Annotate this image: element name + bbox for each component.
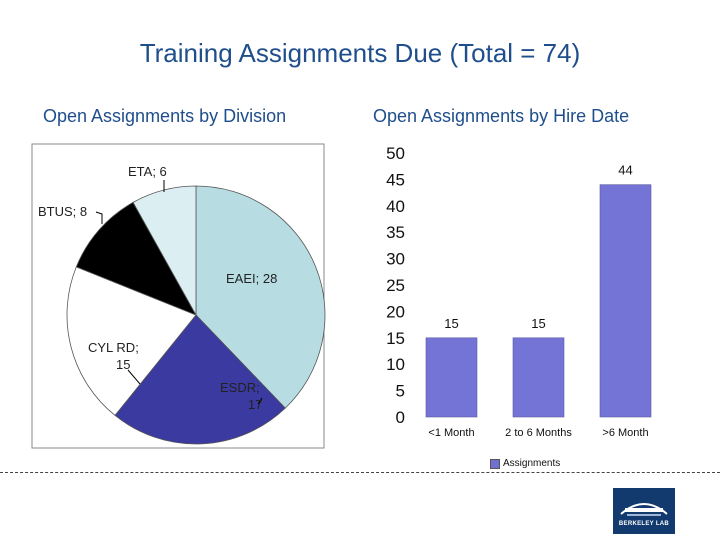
category-label: >6 Month [602, 427, 648, 439]
bar-data-label: 15 [444, 316, 458, 331]
bar-legend: Assignments [490, 458, 560, 469]
pie-label-esdr: ESDR; 17 [220, 380, 262, 412]
pie-label-eaei: EAEI; 28 [226, 271, 277, 286]
pie-slice-eaei [195, 185, 326, 409]
berkeley-lab-logo: BERKELEY LAB [613, 488, 675, 534]
pie-slice-btus [75, 201, 197, 316]
bar [599, 184, 652, 418]
division-pie-chart: EAEI; 28 ESDR; 17 CYL RD; 15 BTUS; 8 ETA; 6 [31, 143, 326, 449]
logo-text: BERKELEY LAB [618, 521, 670, 527]
pie-chart-title: Open Assignments by Division [43, 106, 287, 126]
bar-data-label: 15 [531, 316, 545, 331]
y-tick-label: 0 [396, 408, 405, 427]
bar-chart-title: Open Assignments by Hire Date [373, 106, 630, 126]
bar-data-label: 44 [618, 163, 632, 178]
y-tick-label: 50 [386, 144, 405, 163]
pie-label-btus: BTUS; 8 [38, 204, 87, 219]
bar [425, 337, 478, 418]
pie-slice-cyl-rd [66, 266, 197, 416]
y-tick-label: 30 [386, 250, 405, 269]
pie-leader-line [257, 397, 263, 405]
y-tick-label: 20 [386, 302, 405, 321]
pie-label-eta: ETA; 6 [128, 164, 167, 179]
building-icon [620, 503, 668, 516]
y-tick-label: 15 [386, 329, 405, 348]
y-tick-label: 35 [386, 223, 405, 242]
legend-swatch [490, 458, 500, 469]
y-tick-label: 45 [386, 170, 405, 189]
pie-label-cyl-rd: CYL RD; 15 [88, 340, 139, 372]
y-tick-label: 25 [386, 276, 405, 295]
legend-label: Assignments [503, 458, 561, 469]
category-label: <1 Month [428, 427, 474, 439]
y-tick-label: 40 [386, 197, 405, 216]
hire-date-bar-chart: 0 5 10 15 20 25 30 35 40 45 50 15 15 44 <1 Month 2 to… [386, 144, 652, 439]
pie-leader-line [127, 369, 141, 385]
y-tick-label: 5 [396, 382, 405, 401]
bar [512, 337, 565, 418]
pie-slice-esdr [114, 314, 286, 445]
divider [0, 472, 720, 473]
y-tick-label: 10 [386, 355, 405, 374]
page-title: Training Assignments Due (Total = 74) [139, 38, 581, 68]
pie-leader-line [95, 211, 103, 224]
category-label: 2 to 6 Months [505, 427, 572, 439]
